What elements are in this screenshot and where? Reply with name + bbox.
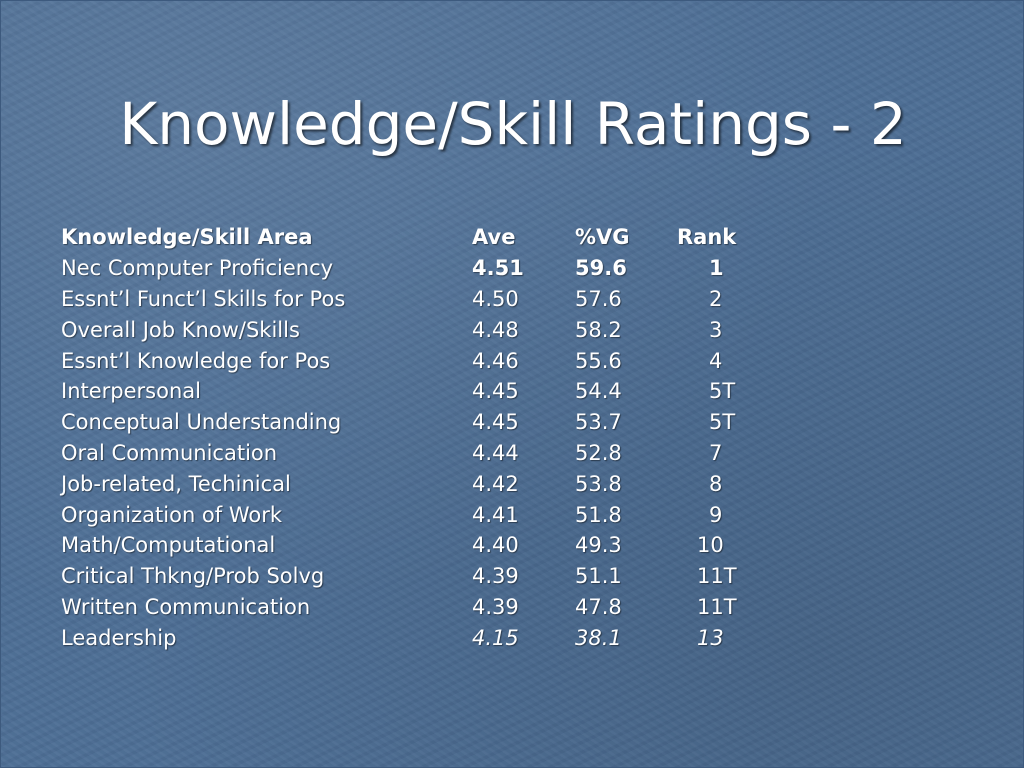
cell-rank: 11T (697, 564, 737, 589)
cell-ave: 4.40 (472, 533, 519, 558)
cell-rank: 13 (697, 625, 724, 650)
cell-area: Math/Computational (61, 533, 276, 558)
cell-vg: 51.1 (575, 564, 622, 589)
header-vg: %VG (575, 225, 630, 250)
cell-rank: 1 (709, 256, 724, 281)
table-header-row: Knowledge/Skill Area Ave %VG Rank (61, 222, 789, 253)
table-row: Critical Thkng/Prob Solvg 4.39 51.1 11T (61, 561, 789, 592)
cell-area: Critical Thkng/Prob Solvg (61, 564, 325, 589)
cell-ave: 4.39 (472, 594, 519, 619)
cell-area: Overall Job Know/Skills (61, 317, 300, 342)
table-row: Essnt’l Knowledge for Pos 4.46 55.6 4 (61, 345, 789, 376)
cell-ave: 4.46 (472, 348, 519, 373)
cell-vg: 51.8 (575, 502, 622, 527)
cell-rank: 10 (697, 533, 724, 558)
header-rank: Rank (677, 225, 737, 250)
cell-vg: 53.7 (575, 410, 622, 435)
cell-rank: 2 (709, 286, 723, 311)
cell-area: Leadership (61, 625, 177, 650)
cell-ave: 4.44 (472, 440, 519, 465)
cell-area: Written Communication (61, 594, 311, 619)
cell-ave: 4.41 (472, 502, 519, 527)
cell-area: Nec Computer Proficiency (61, 256, 334, 281)
ratings-table: Knowledge/Skill Area Ave %VG Rank Nec Co… (61, 222, 789, 653)
table-row: Interpersonal 4.45 54.4 5T (61, 376, 789, 407)
table-row: Leadership 4.15 38.1 13 (61, 622, 789, 653)
table-row: Written Communication 4.39 47.8 11T (61, 592, 789, 623)
cell-ave: 4.15 (472, 625, 519, 650)
cell-rank: 9 (709, 502, 723, 527)
cell-rank: 8 (709, 471, 723, 496)
cell-vg: 55.6 (575, 348, 622, 373)
cell-vg: 49.3 (575, 533, 622, 558)
cell-vg: 52.8 (575, 440, 622, 465)
cell-area: Conceptual Understanding (61, 410, 342, 435)
cell-rank: 11T (697, 594, 737, 619)
cell-ave: 4.51 (472, 256, 524, 281)
cell-area: Essnt’l Knowledge for Pos (61, 348, 331, 373)
cell-area: Organization of Work (61, 502, 283, 527)
cell-vg: 54.4 (575, 379, 622, 404)
cell-vg: 53.8 (575, 471, 622, 496)
table-row: Nec Computer Proficiency 4.51 59.6 1 (61, 253, 789, 284)
header-area: Knowledge/Skill Area (61, 225, 313, 250)
header-ave: Ave (472, 225, 516, 250)
table-row: Essnt’l Funct’l Skills for Pos 4.50 57.6… (61, 284, 789, 315)
table-row: Overall Job Know/Skills 4.48 58.2 3 (61, 314, 789, 345)
table-row: Organization of Work 4.41 51.8 9 (61, 499, 789, 530)
table-row: Math/Computational 4.40 49.3 10 (61, 530, 789, 561)
cell-ave: 4.45 (472, 410, 519, 435)
cell-area: Job-related, Techinical (61, 471, 291, 496)
cell-ave: 4.42 (472, 471, 519, 496)
cell-vg: 38.1 (575, 625, 622, 650)
cell-vg: 58.2 (575, 317, 622, 342)
table-row: Job-related, Techinical 4.42 53.8 8 (61, 468, 789, 499)
cell-area: Essnt’l Funct’l Skills for Pos (61, 286, 346, 311)
cell-rank: 5T (709, 410, 736, 435)
cell-rank: 4 (709, 348, 723, 373)
cell-area: Oral Communication (61, 440, 278, 465)
cell-vg: 47.8 (575, 594, 622, 619)
cell-ave: 4.45 (472, 379, 519, 404)
cell-ave: 4.39 (472, 564, 519, 589)
slide-title: Knowledge/Skill Ratings - 2 (119, 90, 907, 158)
cell-rank: 7 (709, 440, 723, 465)
table-row: Oral Communication 4.44 52.8 7 (61, 438, 789, 469)
cell-vg: 59.6 (575, 256, 627, 281)
table-row: Conceptual Understanding 4.45 53.7 5T (61, 407, 789, 438)
cell-rank: 5T (709, 379, 736, 404)
cell-ave: 4.50 (472, 286, 519, 311)
cell-rank: 3 (709, 317, 723, 342)
cell-ave: 4.48 (472, 317, 519, 342)
cell-vg: 57.6 (575, 286, 622, 311)
cell-area: Interpersonal (61, 379, 201, 404)
